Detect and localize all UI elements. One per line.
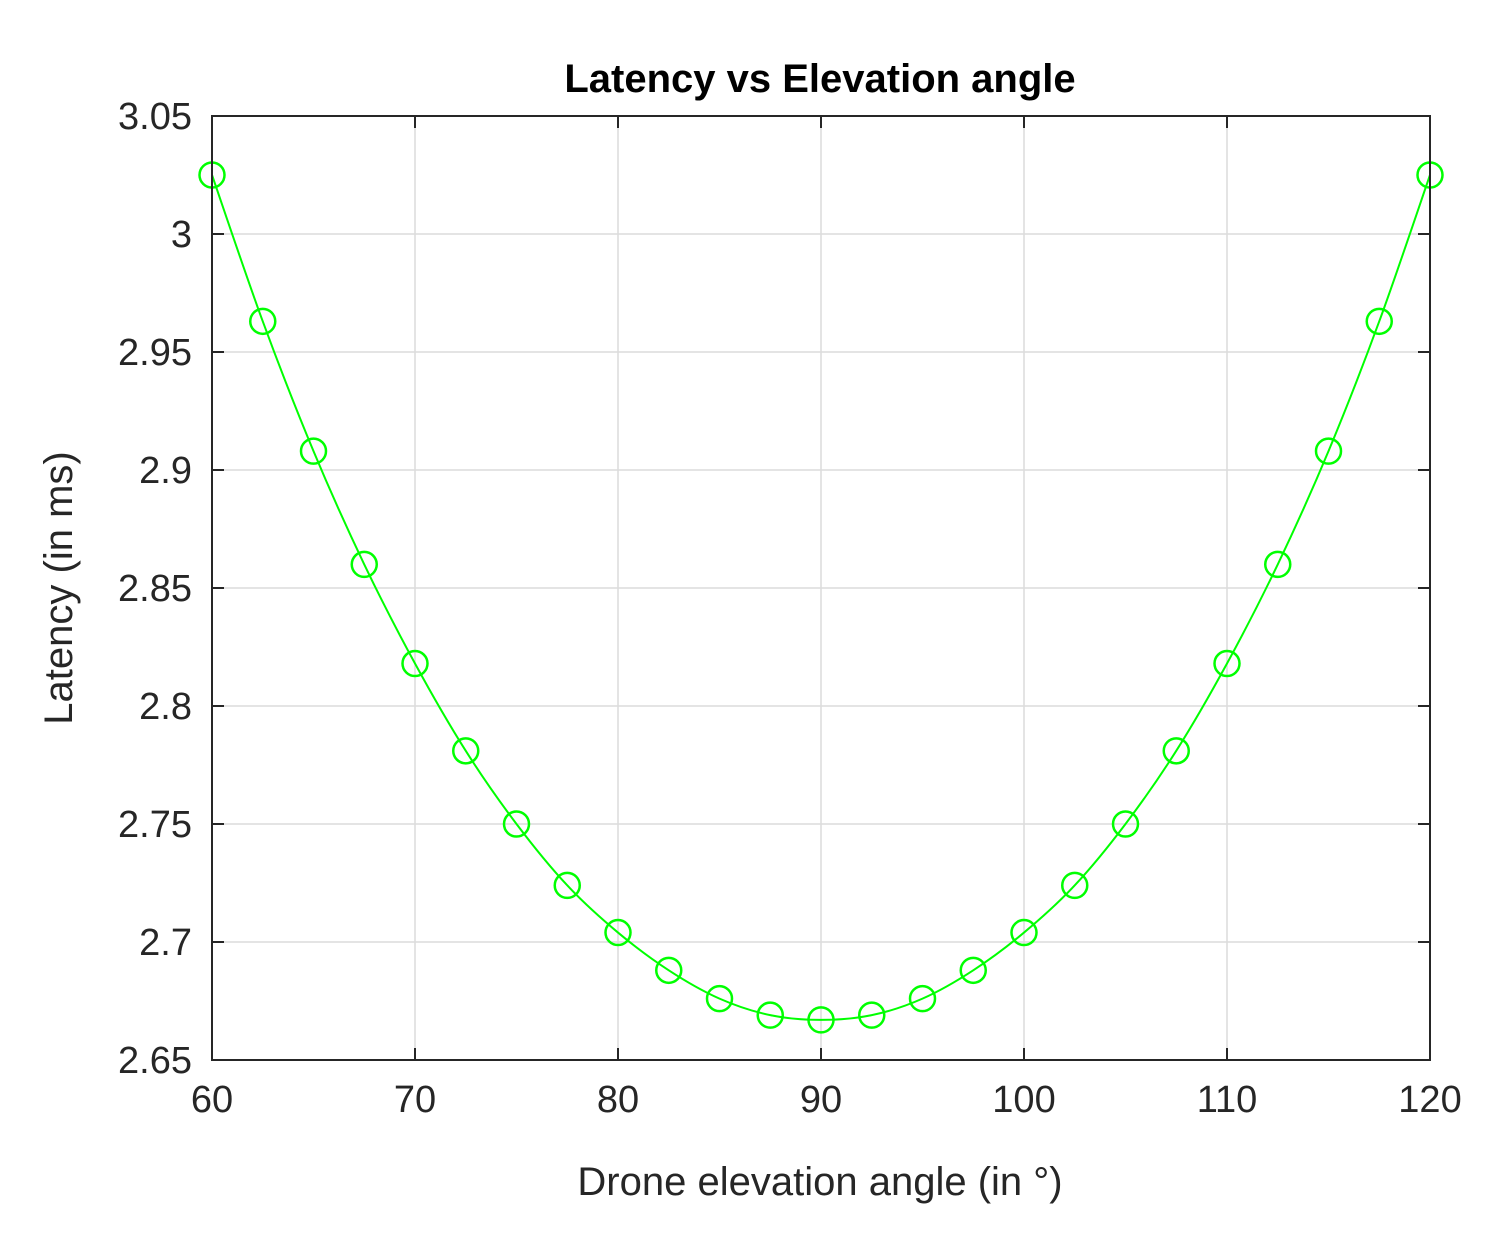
- y-tick-label: 2.65: [118, 1040, 192, 1082]
- data-point: [553, 871, 581, 900]
- data-point: [1264, 550, 1292, 579]
- x-tick-label: 60: [191, 1079, 233, 1121]
- data-point: [959, 956, 987, 985]
- x-tick-label: 100: [992, 1079, 1055, 1121]
- y-tick-label: 2.85: [118, 568, 192, 610]
- y-tick-label: 2.75: [118, 804, 192, 846]
- x-tick-label: 70: [394, 1079, 436, 1121]
- data-point: [604, 918, 632, 947]
- x-axis-ticks: 60 70 80 90 100 110 120: [191, 116, 1462, 1121]
- data-point: [1314, 437, 1343, 465]
- data-point: [858, 1001, 886, 1029]
- y-tick-label: 2.9: [139, 450, 192, 492]
- data-point: [1061, 871, 1089, 900]
- data-point: [249, 307, 277, 336]
- x-tick-label: 120: [1398, 1079, 1461, 1121]
- x-axis-label: Drone elevation angle (in °): [577, 1160, 1062, 1204]
- data-point: [401, 649, 429, 678]
- plot-area-border: [211, 115, 1431, 1061]
- x-tick-label: 80: [597, 1079, 639, 1121]
- data-point: [807, 1006, 835, 1034]
- y-axis-label: Latency (in ms): [37, 451, 81, 724]
- data-point: [756, 1001, 784, 1029]
- data-point: [299, 437, 328, 465]
- data-point: [705, 984, 734, 1013]
- x-tick-label: 90: [800, 1079, 842, 1121]
- data-point: [452, 737, 480, 765]
- data-point: [1111, 810, 1140, 838]
- y-tick-label: 2.8: [139, 686, 192, 728]
- data-point: [655, 956, 683, 985]
- y-axis-ticks: 2.65 2.7 2.75 2.8 2.85 2.9 2.95 3 3.05: [118, 96, 1430, 1082]
- data-point: [350, 550, 378, 579]
- data-point: [1162, 737, 1190, 765]
- series-line: [211, 174, 1431, 1021]
- y-tick-label: 2.95: [118, 332, 192, 374]
- data-point: [502, 810, 531, 838]
- data-point: [1010, 918, 1038, 947]
- data-point: [1213, 649, 1241, 678]
- y-tick-label: 3.05: [118, 96, 192, 138]
- x-tick-label: 110: [1197, 1079, 1258, 1121]
- data-point: [1365, 307, 1393, 336]
- y-tick-label: 2.7: [139, 922, 192, 964]
- grid: [211, 115, 1431, 1061]
- y-tick-label: 3: [171, 214, 192, 256]
- chart-title: Latency vs Elevation angle: [564, 57, 1075, 101]
- data-point: [908, 984, 937, 1013]
- series-group: [198, 161, 1444, 1034]
